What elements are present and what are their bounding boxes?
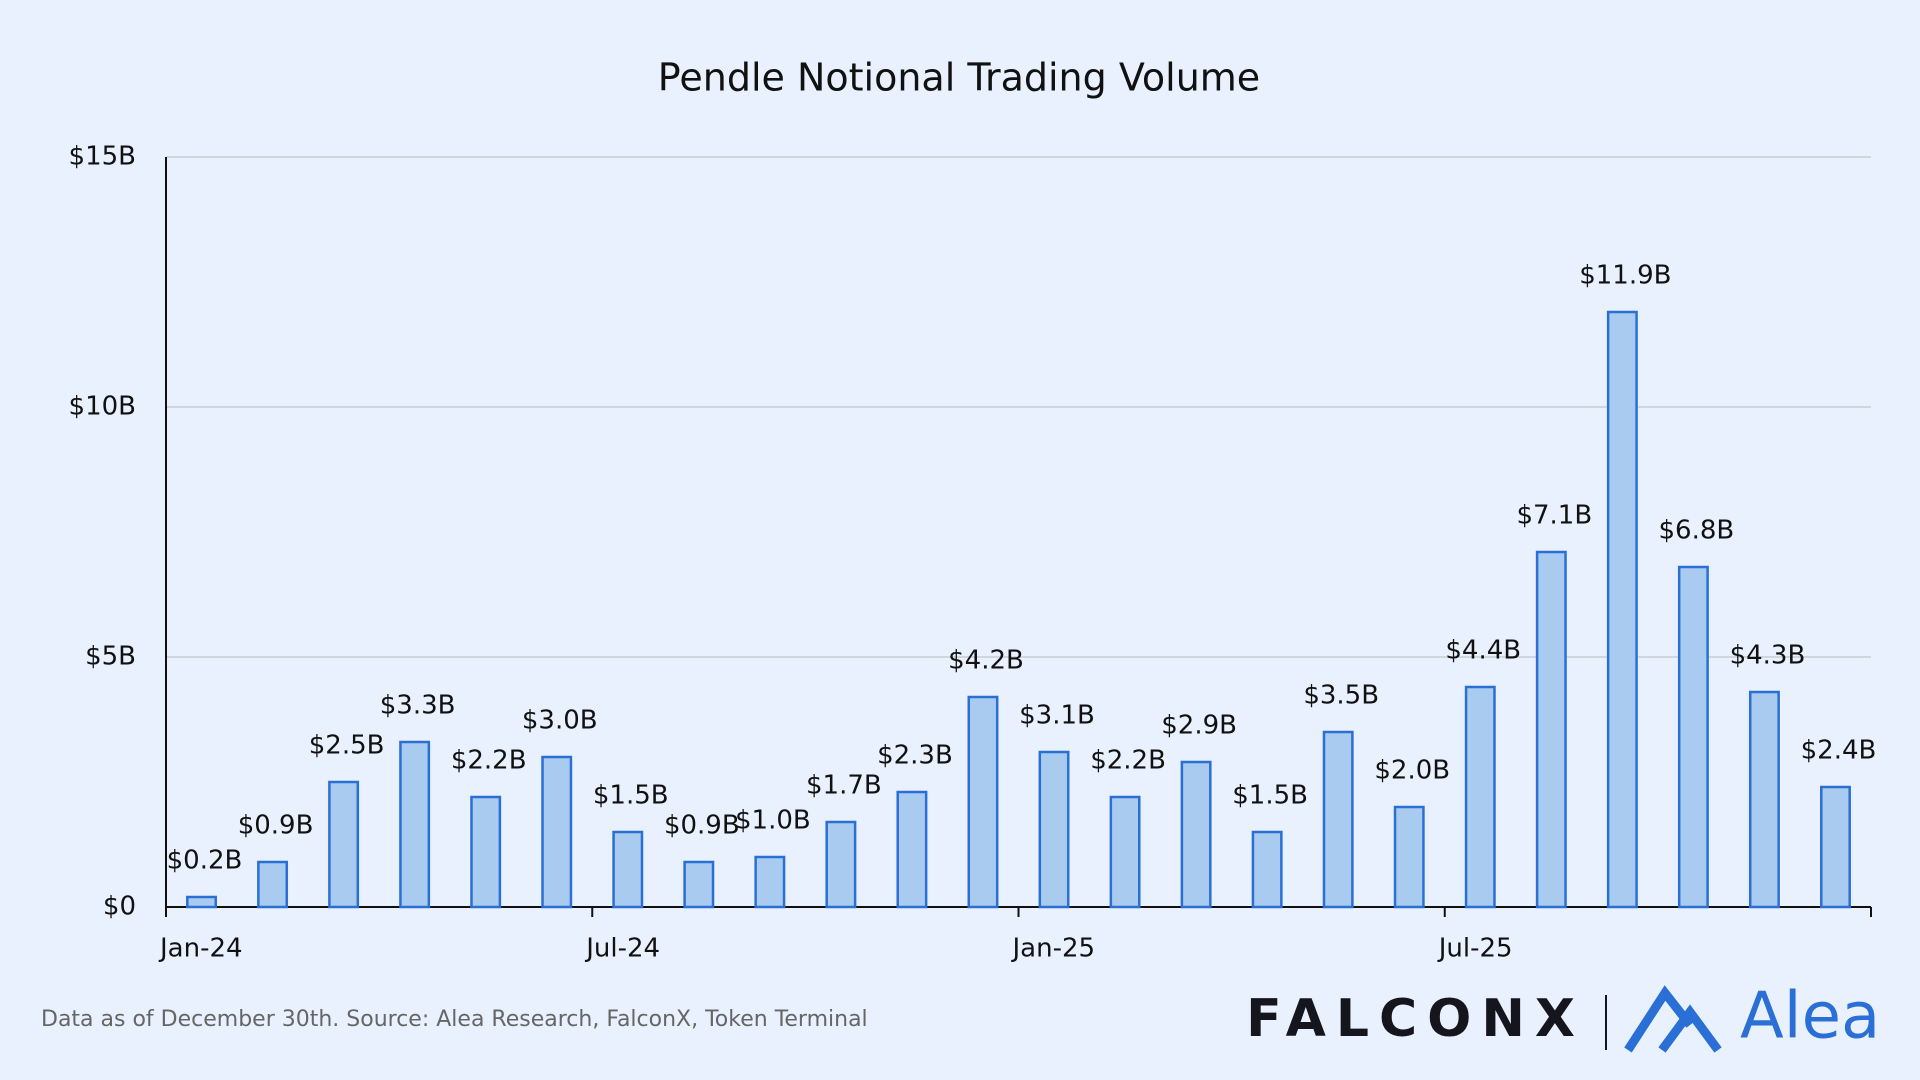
data-label: $4.4B (1445, 636, 1521, 666)
bar (1748, 690, 1780, 909)
bar (399, 740, 431, 909)
bar (1677, 565, 1709, 909)
data-label: $3.1B (1019, 701, 1095, 731)
y-tick-label: $0 (103, 892, 136, 922)
bar (328, 780, 360, 909)
data-label: $3.0B (522, 706, 598, 736)
data-label: $2.4B (1801, 736, 1877, 766)
bar (186, 895, 217, 909)
data-label: $0.9B (664, 811, 740, 841)
chart-title: Pendle Notional Trading Volume (658, 56, 1260, 100)
bar (683, 860, 715, 909)
y-tick-label: $15B (69, 142, 136, 172)
data-label: $4.2B (948, 646, 1024, 676)
alea-logo: Alea (1740, 980, 1880, 1054)
data-label: $7.1B (1516, 501, 1592, 531)
data-label: $11.9B (1579, 261, 1671, 291)
bar (1322, 730, 1354, 909)
y-tick-label: $10B (69, 392, 136, 422)
data-label: $1.5B (1232, 781, 1308, 811)
data-label: $2.2B (1090, 746, 1166, 776)
data-label: $1.0B (735, 806, 811, 836)
data-label: $2.5B (309, 731, 385, 761)
bar (825, 820, 857, 909)
bar (541, 755, 573, 909)
bar (1251, 830, 1283, 909)
bar (1393, 805, 1425, 909)
bar (967, 695, 999, 909)
alea-icon (1624, 985, 1722, 1053)
x-tick-label: Jan-24 (158, 934, 243, 964)
y-tick-label: $5B (85, 642, 136, 672)
bar (257, 860, 289, 909)
data-label: $3.3B (380, 691, 456, 721)
data-label: $2.9B (1161, 711, 1237, 741)
data-label: $2.0B (1374, 756, 1450, 786)
bar (896, 790, 928, 909)
bar (612, 830, 644, 909)
source-note: Data as of December 30th. Source: Alea R… (41, 1007, 868, 1032)
x-tick-label: Jan-25 (1011, 934, 1096, 964)
data-label: $1.7B (806, 771, 882, 801)
bar (1606, 310, 1638, 909)
bar (470, 795, 502, 909)
bar (1180, 760, 1212, 909)
bar (1464, 685, 1496, 909)
data-label: $3.5B (1303, 681, 1379, 711)
bar (1038, 750, 1070, 909)
x-tick-label: Jul-24 (584, 934, 660, 964)
bar (754, 855, 786, 909)
data-label: $2.3B (877, 741, 953, 771)
data-label: $6.8B (1659, 516, 1735, 546)
data-label: $1.5B (593, 781, 669, 811)
data-label: $0.9B (238, 811, 314, 841)
bar (1535, 550, 1567, 909)
data-label: $0.2B (167, 846, 243, 876)
falconx-logo: FALCONX (1246, 989, 1585, 1049)
bar (1820, 785, 1851, 909)
data-label: $2.2B (451, 746, 527, 776)
data-label: $4.3B (1730, 641, 1806, 671)
x-tick-label: Jul-25 (1437, 934, 1513, 964)
bar (1109, 795, 1141, 909)
